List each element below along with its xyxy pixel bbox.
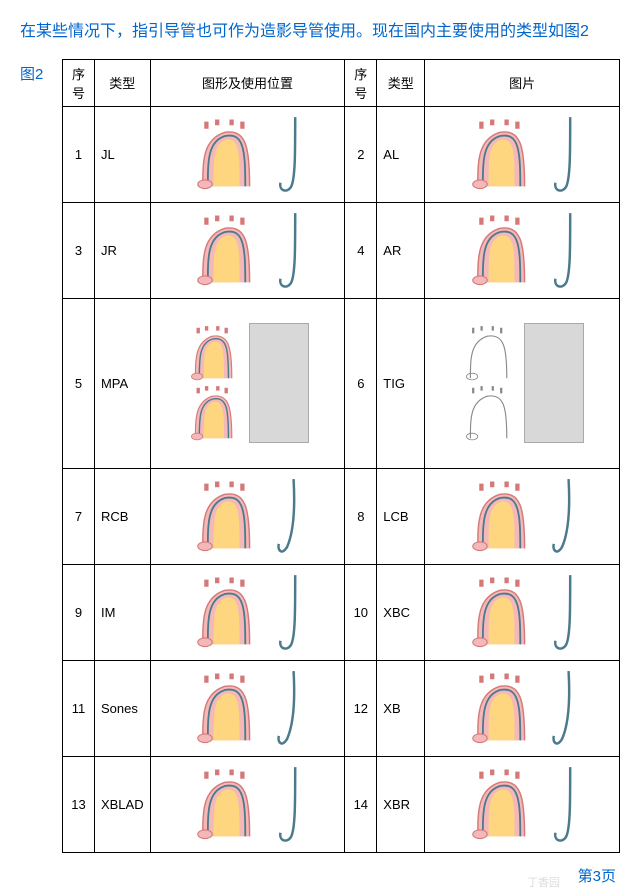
image-cell bbox=[425, 298, 620, 468]
table-row: 7 RCB 8 LCB bbox=[63, 468, 620, 564]
page-number: 第3页 bbox=[578, 865, 616, 886]
image-cell bbox=[425, 468, 620, 564]
anatomy-outline bbox=[460, 325, 520, 381]
image-cell bbox=[150, 660, 345, 756]
anatomy-diagram bbox=[465, 480, 541, 552]
image-cell bbox=[425, 106, 620, 202]
row-number: 12 bbox=[345, 660, 377, 756]
anatomy-diagram bbox=[465, 576, 541, 648]
anatomy-diagram bbox=[190, 214, 266, 286]
anatomy-diagram bbox=[190, 118, 266, 190]
header-num-1: 序号 bbox=[63, 59, 95, 106]
table-row: 9 IM 10 XBC bbox=[63, 564, 620, 660]
catheter-type: JL bbox=[94, 106, 150, 202]
table-row: 5 MPA 6 TIG bbox=[63, 298, 620, 468]
image-cell bbox=[425, 564, 620, 660]
catheter-type: XBR bbox=[377, 756, 425, 852]
anatomy-diagram bbox=[185, 325, 245, 381]
anatomy-diagram bbox=[465, 214, 541, 286]
anatomy-diagram bbox=[465, 768, 541, 840]
catheter-icon bbox=[545, 571, 579, 653]
catheter-icon bbox=[270, 209, 304, 291]
image-cell bbox=[150, 202, 345, 298]
table-header-row: 序号 类型 图形及使用位置 序号 类型 图片 bbox=[63, 59, 620, 106]
row-number: 14 bbox=[345, 756, 377, 852]
anatomy-diagram bbox=[190, 576, 266, 648]
table-row: 13 XBLAD 14 XBR bbox=[63, 756, 620, 852]
row-number: 13 bbox=[63, 756, 95, 852]
header-num-2: 序号 bbox=[345, 59, 377, 106]
catheter-type: XBC bbox=[377, 564, 425, 660]
row-number: 1 bbox=[63, 106, 95, 202]
row-number: 9 bbox=[63, 564, 95, 660]
catheter-type: IM bbox=[94, 564, 150, 660]
row-number: 7 bbox=[63, 468, 95, 564]
catheter-icon bbox=[545, 113, 579, 195]
catheter-type: TIG bbox=[377, 298, 425, 468]
catheter-icon bbox=[270, 763, 304, 845]
row-number: 6 bbox=[345, 298, 377, 468]
catheter-type: AR bbox=[377, 202, 425, 298]
row-number: 11 bbox=[63, 660, 95, 756]
watermark: 丁香园 bbox=[527, 874, 560, 890]
image-cell bbox=[150, 298, 345, 468]
catheter-icon bbox=[270, 667, 304, 749]
header-type-1: 类型 bbox=[94, 59, 150, 106]
catheter-type: RCB bbox=[94, 468, 150, 564]
anatomy-diagram bbox=[190, 672, 266, 744]
row-number: 10 bbox=[345, 564, 377, 660]
figure-label: 图2 bbox=[20, 59, 54, 84]
row-number: 3 bbox=[63, 202, 95, 298]
catheter-icon bbox=[545, 209, 579, 291]
catheter-type: JR bbox=[94, 202, 150, 298]
catheter-type: Sones bbox=[94, 660, 150, 756]
catheter-icon bbox=[545, 667, 579, 749]
row-number: 8 bbox=[345, 468, 377, 564]
header-img-left: 图形及使用位置 bbox=[150, 59, 345, 106]
image-cell bbox=[150, 468, 345, 564]
header-img-right: 图片 bbox=[425, 59, 620, 106]
catheter-photo bbox=[524, 323, 584, 443]
catheter-type: XB bbox=[377, 660, 425, 756]
row-number: 2 bbox=[345, 106, 377, 202]
catheter-type: MPA bbox=[94, 298, 150, 468]
catheter-table: 序号 类型 图形及使用位置 序号 类型 图片 1 JL 2 AL 3 JR bbox=[62, 59, 620, 853]
catheter-type: AL bbox=[377, 106, 425, 202]
catheter-icon bbox=[545, 475, 579, 557]
row-number: 5 bbox=[63, 298, 95, 468]
anatomy-diagram bbox=[190, 480, 266, 552]
row-number: 4 bbox=[345, 202, 377, 298]
anatomy-outline bbox=[460, 385, 520, 441]
image-cell bbox=[425, 756, 620, 852]
catheter-icon bbox=[270, 113, 304, 195]
image-cell bbox=[150, 756, 345, 852]
catheter-icon bbox=[545, 763, 579, 845]
image-cell bbox=[425, 202, 620, 298]
intro-text: 在某些情况下，指引导管也可作为造影导管使用。现在国内主要使用的类型如图2 bbox=[20, 18, 620, 47]
anatomy-diagram bbox=[465, 118, 541, 190]
header-type-2: 类型 bbox=[377, 59, 425, 106]
table-row: 3 JR 4 AR bbox=[63, 202, 620, 298]
catheter-photo bbox=[249, 323, 309, 443]
image-cell bbox=[425, 660, 620, 756]
catheter-icon bbox=[270, 475, 304, 557]
table-row: 1 JL 2 AL bbox=[63, 106, 620, 202]
catheter-type: XBLAD bbox=[94, 756, 150, 852]
anatomy-diagram bbox=[190, 768, 266, 840]
catheter-icon bbox=[270, 571, 304, 653]
anatomy-diagram bbox=[185, 385, 245, 441]
image-cell bbox=[150, 564, 345, 660]
anatomy-diagram bbox=[465, 672, 541, 744]
image-cell bbox=[150, 106, 345, 202]
table-row: 11 Sones 12 XB bbox=[63, 660, 620, 756]
catheter-type: LCB bbox=[377, 468, 425, 564]
